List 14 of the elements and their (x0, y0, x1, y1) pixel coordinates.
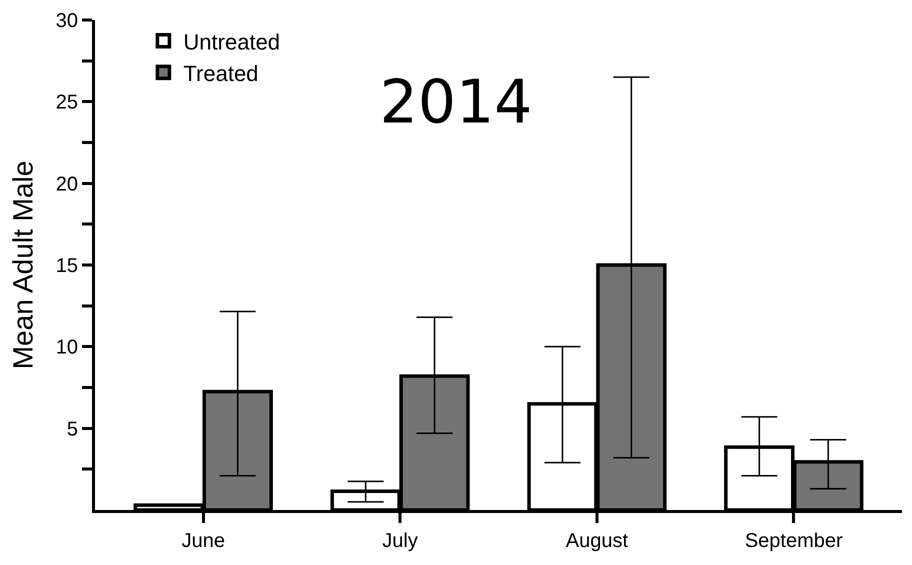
y-tick-label: 30 (56, 10, 78, 32)
y-tick-label: 5 (66, 418, 78, 440)
legend-label: Untreated (183, 29, 280, 54)
y-tick-label: 10 (56, 336, 78, 359)
x-tick-label: September (744, 530, 843, 552)
text: 2014 (380, 68, 532, 138)
y-axis-title: Mean Adult Male (7, 160, 38, 370)
legend-label: Treated (183, 60, 258, 86)
x-tick-label: July (382, 530, 418, 552)
x-tick-label: August (566, 530, 628, 552)
y-tick-label: 20 (56, 173, 78, 196)
x-tick-label: June (182, 530, 225, 552)
y-tick-label: 25 (56, 92, 78, 114)
y-tick-label: 15 (56, 255, 78, 277)
